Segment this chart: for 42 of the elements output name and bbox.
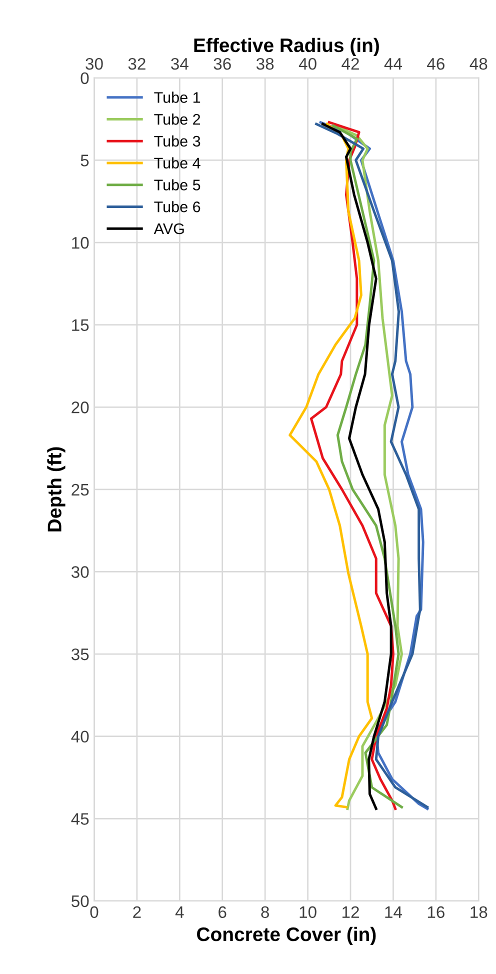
y-tick-label: 40 — [71, 730, 89, 743]
y-tick-label: 25 — [72, 484, 89, 496]
legend-label: Tube 3 — [154, 135, 200, 147]
legend-label: Tube 5 — [154, 179, 200, 190]
x-tick-label: 4 — [175, 906, 184, 918]
legend-label: Tube 2 — [154, 114, 200, 125]
x2-tick-label: 34 — [171, 58, 188, 70]
legend-label: AVG — [154, 223, 184, 234]
y-tick-label: 20 — [72, 402, 89, 414]
x2-tick-label: 38 — [256, 58, 274, 70]
y-tick-label: 50 — [72, 895, 89, 908]
x-tick-label: 16 — [428, 906, 444, 918]
x-tick-label: 6 — [218, 906, 226, 918]
x-tick-label: 10 — [300, 906, 316, 918]
legend-label: Tube 4 — [154, 157, 200, 169]
y-tick-label: 45 — [71, 813, 89, 825]
x2-tick-label: 44 — [384, 58, 402, 70]
x2-tick-label: 42 — [342, 58, 359, 70]
y-tick-label: 35 — [71, 648, 89, 660]
x2-tick-label: 32 — [128, 58, 146, 70]
y-tick-label: 15 — [72, 319, 89, 332]
x-tick-label: 2 — [133, 906, 141, 918]
y-axis-title: Depth (ft) — [47, 447, 66, 532]
x2-tick-label: 48 — [470, 58, 488, 70]
x-tick-label: 18 — [470, 906, 488, 918]
y-tick-label: 30 — [71, 566, 89, 578]
x2-tick-label: 46 — [427, 58, 444, 70]
x-tick-label: 14 — [385, 906, 402, 918]
x-tick-label: 12 — [342, 906, 359, 918]
x-axis-title: Concrete Cover (in) — [197, 926, 376, 946]
legend-label: Tube 6 — [154, 201, 200, 212]
y-tick-label: 0 — [80, 72, 89, 84]
line-series — [321, 122, 392, 810]
x-tick-label: 8 — [261, 906, 269, 918]
legend-label: Tube 1 — [154, 92, 200, 103]
x2-axis-title: Effective Radius (in) — [194, 38, 379, 56]
y-tick-label: 10 — [72, 236, 89, 249]
x2-tick-label: 36 — [214, 58, 231, 70]
x2-tick-label: 40 — [298, 58, 316, 70]
x-tick-label: 0 — [90, 906, 98, 918]
y-tick-label: 5 — [80, 154, 89, 166]
line-series — [288, 122, 374, 808]
